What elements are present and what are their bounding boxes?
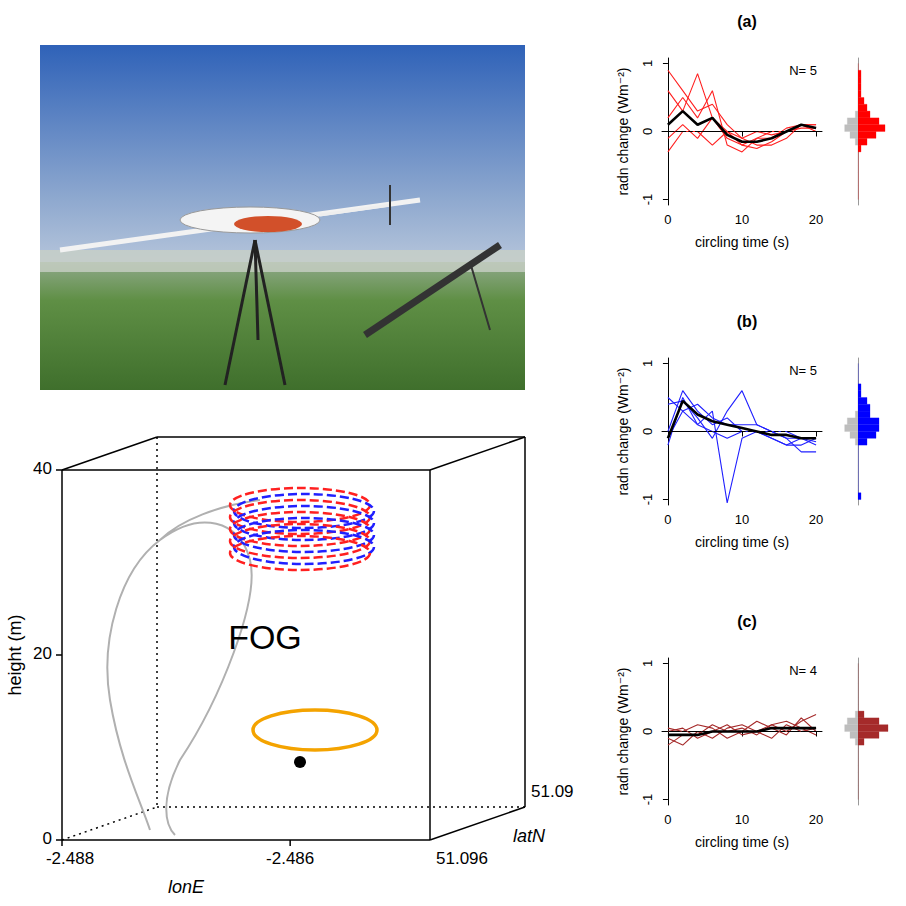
svg-text:radn change (Wm⁻²): radn change (Wm⁻²) — [615, 68, 631, 196]
svg-text:N= 5: N= 5 — [789, 363, 817, 378]
svg-text:(b): (b) — [737, 313, 757, 330]
svg-text:1: 1 — [640, 360, 655, 367]
svg-text:(c): (c) — [737, 613, 757, 630]
svg-text:height (m): height (m) — [5, 614, 25, 695]
svg-text:0: 0 — [664, 512, 671, 527]
svg-text:radn change (Wm⁻²): radn change (Wm⁻²) — [615, 668, 631, 796]
svg-text:lonE: lonE — [168, 877, 205, 897]
svg-text:20: 20 — [33, 644, 52, 663]
svg-text:circling time (s): circling time (s) — [695, 534, 789, 550]
svg-text:20: 20 — [809, 512, 823, 527]
svg-text:0: 0 — [43, 829, 52, 848]
svg-text:-1: -1 — [640, 794, 655, 806]
svg-text:0: 0 — [640, 428, 655, 435]
svg-text:10: 10 — [735, 512, 749, 527]
svg-text:10: 10 — [735, 212, 749, 227]
svg-text:N= 5: N= 5 — [789, 63, 817, 78]
svg-text:-1: -1 — [640, 494, 655, 506]
svg-text:0: 0 — [664, 212, 671, 227]
svg-text:51.096: 51.096 — [436, 849, 488, 868]
svg-text:FOG: FOG — [228, 618, 302, 656]
svg-text:-2.488: -2.488 — [46, 849, 94, 868]
svg-text:0: 0 — [640, 128, 655, 135]
svg-text:-1: -1 — [640, 194, 655, 206]
svg-text:N= 4: N= 4 — [789, 663, 817, 678]
svg-text:0: 0 — [640, 728, 655, 735]
svg-text:1: 1 — [640, 60, 655, 67]
svg-text:circling time (s): circling time (s) — [695, 834, 789, 850]
svg-text:radn change (Wm⁻²): radn change (Wm⁻²) — [615, 368, 631, 496]
svg-text:10: 10 — [735, 812, 749, 827]
svg-text:40: 40 — [33, 459, 52, 478]
svg-text:20: 20 — [809, 212, 823, 227]
svg-text:(a): (a) — [737, 13, 757, 30]
svg-text:51.09: 51.09 — [531, 782, 574, 801]
svg-text:-2.486: -2.486 — [266, 849, 314, 868]
svg-text:latN: latN — [513, 826, 546, 846]
svg-text:20: 20 — [809, 812, 823, 827]
svg-text:0: 0 — [664, 812, 671, 827]
svg-text:1: 1 — [640, 660, 655, 667]
svg-text:circling time (s): circling time (s) — [695, 234, 789, 250]
